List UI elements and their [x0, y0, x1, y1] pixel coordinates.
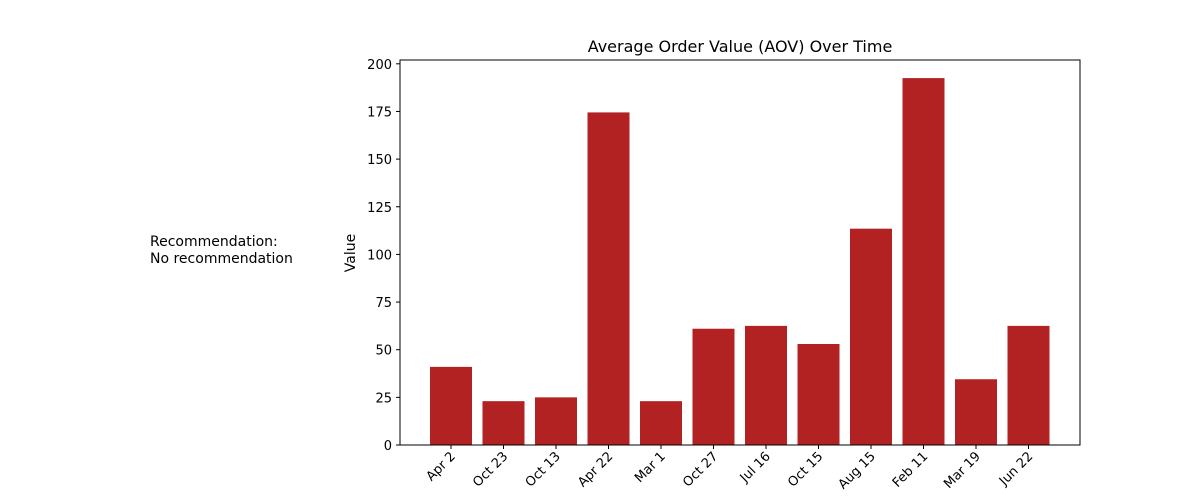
- y-tick-label: 25: [375, 391, 392, 406]
- bar: [745, 325, 787, 445]
- x-tick-label: Aug 15: [836, 449, 879, 492]
- y-tick-label: 75: [375, 296, 392, 311]
- bar: [1007, 325, 1050, 445]
- x-tick-label: Mar 19: [941, 449, 984, 492]
- y-axis: 0 25 50 75 100 125 150 175 200: [367, 58, 400, 454]
- y-tick-label: 175: [367, 105, 392, 120]
- bar: [797, 343, 840, 445]
- bar: [587, 112, 630, 446]
- bar: [482, 401, 525, 445]
- bar: [902, 78, 945, 445]
- recommendation-panel: Recommendation: No recommendation: [150, 234, 293, 268]
- bars-group: [430, 78, 1050, 446]
- recommendation-text: No recommendation: [150, 251, 293, 267]
- x-tick-label: Jun 22: [996, 449, 1036, 489]
- y-tick-label: 100: [367, 248, 392, 263]
- x-tick-label: Oct 13: [523, 449, 564, 490]
- y-tick-label: 0: [384, 439, 392, 454]
- x-tick-label: Oct 27: [680, 449, 721, 490]
- x-tick-label: Apr 22: [575, 449, 616, 490]
- y-axis-label: Value: [343, 234, 359, 272]
- bar: [850, 228, 892, 445]
- x-tick-label: Oct 15: [785, 449, 826, 490]
- plot-frame: [399, 59, 1081, 446]
- x-tick-label: Feb 11: [890, 449, 932, 491]
- x-axis: Apr 2 Oct 23 Oct 13 Apr 22 Mar 1 Oct 27 Jul 16…: [424, 445, 1036, 492]
- x-tick-label: Mar 1: [632, 449, 669, 486]
- y-tick-label: 200: [367, 58, 392, 73]
- bar: [692, 328, 735, 445]
- x-tick-label: Apr 2: [424, 449, 459, 484]
- bar: [955, 379, 997, 445]
- y-tick-label: 50: [375, 344, 392, 359]
- recommendation-heading: Recommendation:: [150, 234, 278, 250]
- x-tick-label: Oct 23: [470, 449, 511, 490]
- bar: [640, 401, 682, 445]
- bar: [535, 397, 577, 445]
- y-tick-label: 125: [367, 201, 392, 216]
- bar: [430, 366, 472, 445]
- y-tick-label: 150: [367, 153, 392, 168]
- x-tick-label: Jul 16: [737, 449, 774, 486]
- chart-title: Average Order Value (AOV) Over Time: [588, 37, 893, 56]
